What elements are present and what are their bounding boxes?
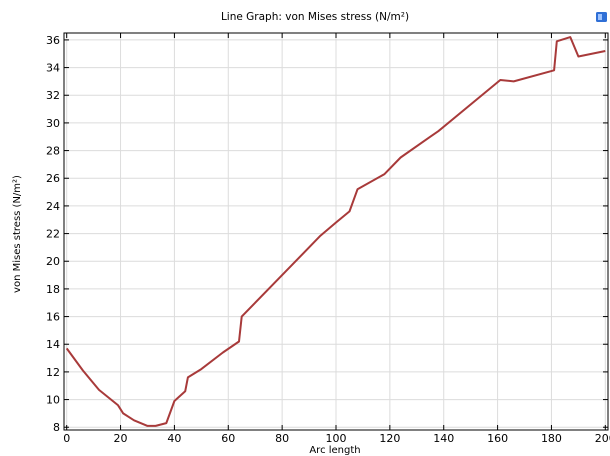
y-tick-label: 28 <box>46 145 60 158</box>
series-line <box>65 36 606 427</box>
x-tick-label: 200 <box>595 432 610 445</box>
y-tick-label: 22 <box>46 228 60 241</box>
y-tick-label: 32 <box>46 89 60 102</box>
y-axis-title: von Mises stress (N/m²) <box>12 175 23 293</box>
x-tick-label: 80 <box>275 432 289 445</box>
grid <box>64 33 608 430</box>
y-tick-label: 26 <box>46 172 60 185</box>
y-tick-label: 20 <box>46 255 60 268</box>
x-tick-label: 20 <box>114 432 128 445</box>
x-tick-label: 140 <box>433 432 454 445</box>
y-tick-label: 18 <box>46 283 60 296</box>
y-tick-label: 16 <box>46 311 60 324</box>
toolbar-icon-button[interactable] <box>596 12 607 22</box>
y-tick-label: 30 <box>46 117 60 130</box>
y-tick-label: 8 <box>53 421 60 434</box>
x-axis-title: Arc length <box>309 445 360 456</box>
x-tick-label: 160 <box>487 432 508 445</box>
x-tick-label: 60 <box>221 432 235 445</box>
plot-export-icon-inner <box>598 14 602 20</box>
x-tick-label: 40 <box>167 432 181 445</box>
x-tick-label: 0 <box>63 432 70 445</box>
y-axis-tick-labels: 8 10 12 14 16 18 20 22 24 26 28 30 32 34 36 <box>46 34 60 434</box>
y-tick-label: 14 <box>46 338 60 351</box>
y-tick-label: 34 <box>46 62 60 75</box>
x-tick-label: 180 <box>541 432 562 445</box>
x-tick-label: 100 <box>326 432 347 445</box>
y-tick-label: 10 <box>46 394 60 407</box>
chart-title: Line Graph: von Mises stress (N/m²) <box>221 11 409 23</box>
y-tick-label: 24 <box>46 200 60 213</box>
y-tick-label: 12 <box>46 366 60 379</box>
x-tick-label: 120 <box>379 432 400 445</box>
x-axis-tick-labels: 0 20 40 60 80 100 120 140 160 180 200 <box>63 432 610 445</box>
series-layer <box>65 36 606 427</box>
y-tick-label: 36 <box>46 34 60 47</box>
axis-ticks <box>64 33 608 430</box>
